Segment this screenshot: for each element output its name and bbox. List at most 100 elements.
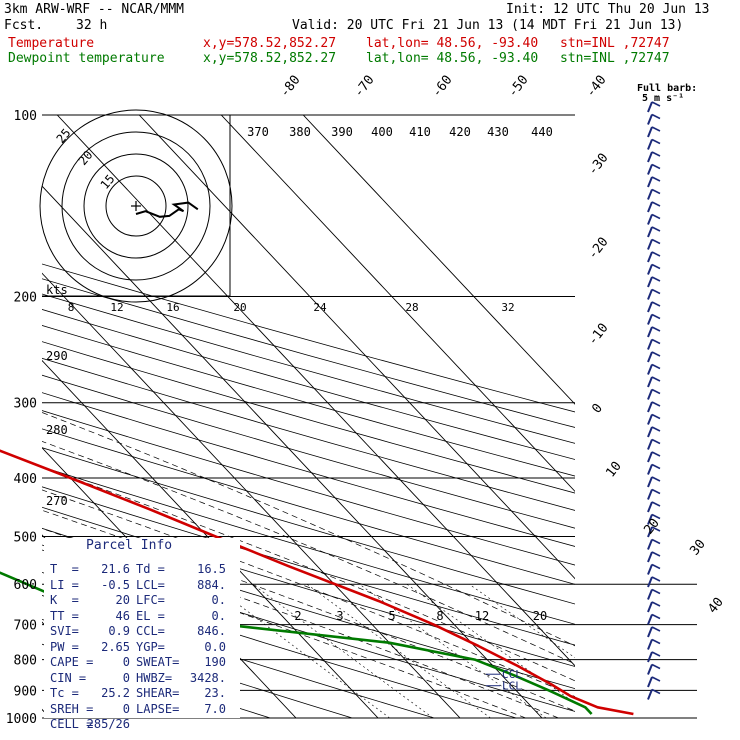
dewpoint-latlon: lat,lon= 48.56, -93.40 xyxy=(366,51,539,66)
dry-adiabat-330 xyxy=(42,466,575,625)
ccl-label: CCL xyxy=(502,668,522,681)
wind-barb-flag xyxy=(651,476,661,482)
wind-barb xyxy=(647,501,653,513)
parcel-field-label: CELL = xyxy=(50,717,94,731)
wind-barb xyxy=(647,226,653,238)
isotherm-label: -10 xyxy=(585,321,611,349)
isotherm-label: 10 xyxy=(603,459,624,481)
wind-barb-flag xyxy=(651,638,661,645)
wind-barb-flag xyxy=(651,376,661,382)
parcel-field-label: T = xyxy=(50,562,79,576)
wind-barb-flag xyxy=(651,576,661,582)
parcel-row: CIN = 0 HWBZ= 3428. xyxy=(50,671,238,687)
parcel-field-value: 0. xyxy=(211,593,226,607)
wind-barb-flag xyxy=(651,451,661,457)
wind-barb xyxy=(647,539,653,550)
lcl-label: LCL xyxy=(502,680,522,693)
pressure-label-500: 500 xyxy=(14,530,37,545)
temperature-latlon: lat,lon= 48.56, -93.40 xyxy=(366,36,539,51)
wind-barb xyxy=(647,339,653,350)
isotherm-label: -50 xyxy=(505,73,531,101)
parcel-row: PW = 2.65 YGP= 0.0 xyxy=(50,640,238,656)
parcel-field-label: CAPE = xyxy=(50,655,94,669)
wind-barb xyxy=(647,326,653,338)
parcel-field-label: EL = xyxy=(136,608,165,623)
wind-barb xyxy=(647,101,653,113)
wind-barb-flag xyxy=(651,338,661,345)
parcel-field-value: 884. xyxy=(197,577,226,592)
parcel-field-label: YGP= xyxy=(136,639,165,654)
wind-barb-flag xyxy=(651,463,661,470)
wind-barb xyxy=(647,451,653,463)
wind-barb-flag xyxy=(651,288,661,295)
wind-barb-flag xyxy=(651,176,661,182)
pressure-label-900: 900 xyxy=(14,684,37,699)
pressure-label-100: 100 xyxy=(14,109,37,124)
dewpoint-xy: x,y=578.52,852.27 xyxy=(203,51,337,66)
parcel-info-title: Parcel Info xyxy=(86,538,173,553)
wind-barb xyxy=(647,689,653,700)
wind-barb xyxy=(647,589,653,600)
parcel-field-label: TT = xyxy=(50,608,79,623)
dry-adiabat-270 xyxy=(42,595,435,718)
parcel-row: SREH = 0 LAPSE= 7.0 xyxy=(50,702,238,718)
wind-barb xyxy=(647,264,653,275)
init-time: Init: 12 UTC Thu 20 Jun 13 xyxy=(506,2,710,17)
parcel-field-value: 0 xyxy=(122,701,130,716)
isotherm-label: -80 xyxy=(277,73,303,101)
wind-barb xyxy=(647,289,653,300)
parcel-row: CAPE = 0 SWEAT= 190 xyxy=(50,655,238,671)
mixing-ratio-label: 2 xyxy=(294,609,301,623)
wind-barb xyxy=(647,151,653,163)
parcel-field-label: LFC= xyxy=(136,593,165,607)
wind-barb-flag xyxy=(651,601,661,607)
wind-barb-flag xyxy=(651,151,661,157)
wind-barb-flag xyxy=(651,688,661,695)
wind-barb-flag xyxy=(651,163,661,170)
dry-adiabat-440 xyxy=(42,278,575,428)
theta-label-top: 410 xyxy=(409,125,431,139)
hodograph-ring xyxy=(105,175,167,237)
isotherm-label: -40 xyxy=(583,73,609,101)
wind-barb-flag xyxy=(651,663,661,670)
pressure-label-400: 400 xyxy=(14,472,37,487)
wind-barb xyxy=(647,464,653,475)
theta-label-left: 270 xyxy=(46,494,68,508)
wind-barb xyxy=(647,201,653,213)
wind-barb xyxy=(647,564,653,575)
parcel-row: CELL = 285/26 xyxy=(50,717,238,733)
wind-barb-flag xyxy=(651,263,661,270)
wind-barb-flag xyxy=(651,588,661,595)
parcel-row: Tc = 25.2 SHEAR= 23. xyxy=(50,686,238,702)
wind-barb xyxy=(647,114,653,125)
hodo-speed-label: 8 xyxy=(68,301,75,314)
pressure-label-700: 700 xyxy=(14,619,37,634)
wind-barb-flag xyxy=(651,238,661,245)
wind-barb-flag xyxy=(651,276,661,282)
wind-barb-flag xyxy=(651,413,661,420)
mixing-ratio-label: 12 xyxy=(475,609,489,623)
parcel-row: LI = -0.5 LCL= 884. xyxy=(50,578,238,594)
wind-barb xyxy=(647,514,653,525)
isotherm-label: 0 xyxy=(589,401,606,416)
parcel-field-value: 0 xyxy=(122,655,130,669)
wind-barb xyxy=(647,414,653,425)
wind-barb xyxy=(647,301,653,313)
parcel-field-value: 0 xyxy=(122,670,130,685)
model-title: 3km ARW-WRF -- NCAR/MMM xyxy=(4,2,185,17)
temperature-xy: x,y=578.52,852.27 xyxy=(203,36,337,51)
theta-label-left: 280 xyxy=(46,423,68,437)
wind-barb xyxy=(647,439,653,450)
parcel-field-value: 846. xyxy=(197,624,226,638)
parcel-field-value: 20 xyxy=(115,593,130,607)
isotherm-label: 30 xyxy=(687,537,708,559)
mixing-ratio-3 xyxy=(252,583,434,718)
pressure-label-200: 200 xyxy=(14,291,37,306)
wind-barb-flag xyxy=(651,563,661,570)
wind-barb-flag xyxy=(651,526,661,532)
parcel-field-value: -0.5 xyxy=(101,577,130,592)
hodo-speed-label: 12 xyxy=(110,301,123,314)
wind-barb-flag xyxy=(651,101,661,107)
wind-barb xyxy=(647,614,653,625)
wind-barb xyxy=(647,664,653,675)
